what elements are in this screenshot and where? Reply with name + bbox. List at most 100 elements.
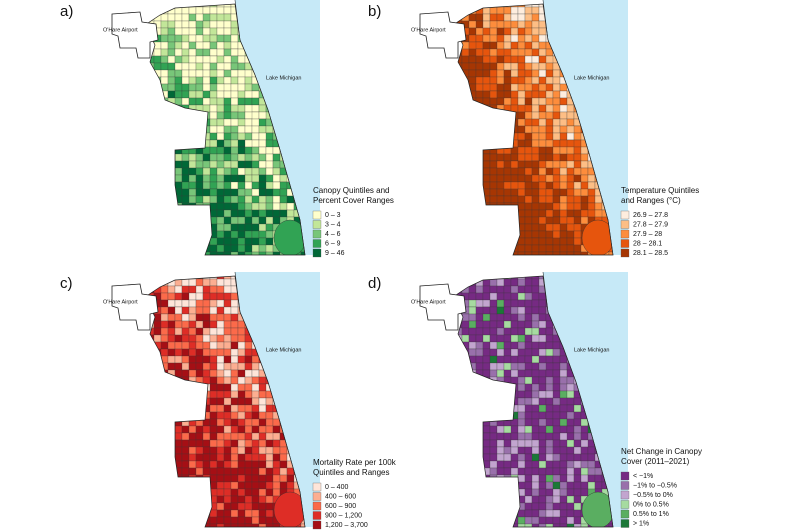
- tract: [538, 76, 547, 85]
- tract: [482, 411, 491, 420]
- tract: [145, 397, 148, 406]
- tract: [545, 439, 554, 448]
- tract: [174, 453, 183, 462]
- tract: [188, 125, 197, 134]
- tract: [559, 97, 568, 106]
- tract: [209, 20, 218, 29]
- tract: [510, 230, 519, 239]
- tract: [545, 223, 554, 232]
- tract: [147, 259, 154, 266]
- tract: [146, 278, 155, 287]
- tract: [468, 418, 477, 427]
- tract: [524, 55, 533, 64]
- tract: [188, 76, 197, 85]
- tract: [216, 97, 225, 106]
- tract: [146, 62, 155, 71]
- tract: [146, 348, 155, 357]
- tract: [181, 502, 190, 511]
- tract: [453, 334, 456, 343]
- tract: [510, 13, 519, 22]
- tract: [468, 390, 484, 399]
- tract: [154, 259, 161, 266]
- tract: [461, 97, 470, 106]
- tract: [216, 230, 225, 239]
- tract: [153, 453, 162, 462]
- tract: [230, 230, 239, 239]
- tract: [517, 244, 526, 253]
- tract: [517, 285, 526, 294]
- tract: [209, 104, 218, 113]
- tract: [195, 306, 204, 315]
- tract: [153, 481, 162, 490]
- tract: [461, 160, 470, 169]
- tract: [174, 146, 183, 155]
- tract: [468, 383, 477, 392]
- legend-swatch: [312, 248, 322, 258]
- tract: [454, 383, 463, 392]
- tract: [573, 237, 582, 246]
- tract: [223, 146, 232, 155]
- tract: [160, 27, 169, 36]
- tract: [202, 139, 211, 148]
- tract: [146, 474, 155, 483]
- tract: [573, 167, 582, 176]
- tract: [573, 397, 582, 406]
- tract: [531, 195, 540, 204]
- tract: [503, 216, 512, 225]
- tract: [237, 160, 246, 169]
- tract: [538, 299, 547, 308]
- tract: [160, 341, 169, 350]
- tract: [517, 355, 526, 364]
- tract: [468, 125, 477, 134]
- tract: [145, 160, 155, 169]
- tract: [531, 230, 540, 239]
- tract: [531, 146, 540, 155]
- tract: [146, 502, 155, 511]
- tract: [167, 202, 176, 211]
- tract: [468, 425, 477, 434]
- tract: [279, 481, 288, 490]
- tract: [468, 495, 477, 504]
- tract: [223, 502, 232, 511]
- tract: [145, 278, 148, 287]
- tract: [216, 104, 225, 113]
- tract: [216, 341, 225, 350]
- tract: [188, 411, 197, 420]
- tract: [209, 327, 218, 336]
- tract: [468, 341, 477, 350]
- tract: [153, 251, 162, 255]
- tract: [461, 55, 470, 64]
- tract: [453, 62, 456, 71]
- tract: [286, 195, 295, 204]
- tract: [510, 6, 519, 15]
- legend-entry: > 1%: [633, 520, 649, 527]
- legend-swatch: [620, 509, 630, 519]
- tract: [174, 334, 183, 343]
- tract: [216, 6, 225, 15]
- tract: [146, 181, 155, 190]
- tract: [503, 251, 512, 255]
- tract: [475, 62, 484, 71]
- tract: [489, 278, 498, 287]
- tract: [223, 153, 232, 162]
- tract: [559, 369, 568, 378]
- tract: [237, 125, 246, 134]
- tract: [454, 251, 463, 255]
- tract: [251, 362, 260, 371]
- tract: [496, 62, 505, 71]
- tract: [453, 237, 456, 246]
- tract: [468, 404, 477, 413]
- tract: [223, 432, 232, 441]
- tract: [195, 481, 204, 490]
- tract: [461, 230, 470, 239]
- tract: [174, 251, 190, 255]
- tract: [230, 320, 239, 329]
- tract: [461, 202, 470, 211]
- tract: [195, 404, 204, 413]
- tract: [517, 446, 526, 455]
- tract: [545, 125, 554, 134]
- tract: [468, 432, 477, 441]
- tract: [237, 481, 246, 490]
- tract: [237, 167, 246, 176]
- tract: [489, 69, 498, 78]
